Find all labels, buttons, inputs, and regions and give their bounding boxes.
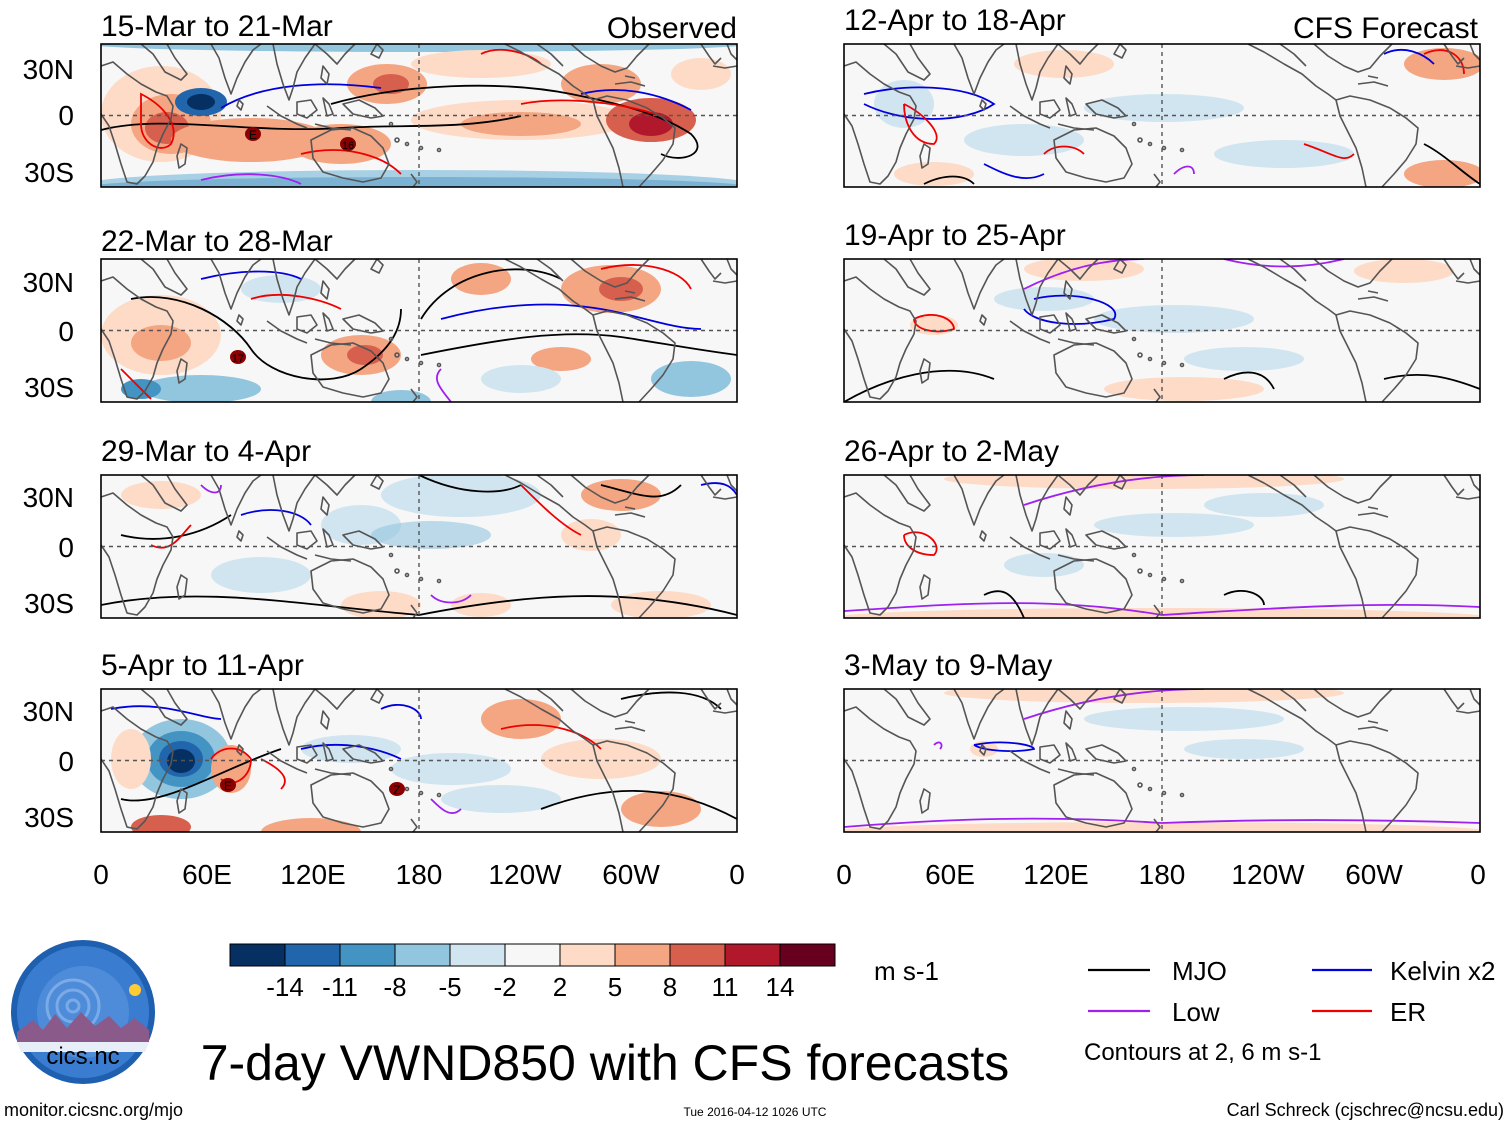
panel-title-observed-1: 15-Mar to 21-Mar [101,10,333,43]
panel-title-forecast-4: 3-May to 9-May [844,649,1052,682]
column-label-observed: Observed [607,12,737,45]
x-tick: 60W [602,859,660,890]
legend: MJO Kelvin x2 Low ER Contours at 2, 6 m … [1084,956,1496,1066]
y-tick: 0 [58,316,74,347]
y-tick: 30N [23,267,74,298]
panel-title-forecast-2: 19-Apr to 25-Apr [844,219,1066,252]
legend-label-low: Low [1172,997,1220,1027]
colorbar-swatch [394,943,451,967]
x-tick: 120W [1231,859,1305,890]
colorbar-tick-label: -14 [266,972,304,1002]
y-tick: 30N [23,696,74,727]
y-tick: 30S [24,802,74,833]
y-tick: 30S [24,157,74,188]
y-tick: 30N [23,54,74,85]
panel-title-forecast-3: 26-Apr to 2-May [844,435,1059,468]
x-tick: 120W [488,859,562,890]
panel-observed-1: E 16 [100,43,738,188]
legend-label-er: ER [1390,997,1426,1027]
colorbar-swatch [724,943,781,967]
y-tick: 30S [24,588,74,619]
storm-label: E [245,127,261,142]
main-title: 7-day VWND850 with CFS forecasts [201,1035,1010,1091]
colorbar-tick-label: -11 [322,972,358,1002]
svg-text:17: 17 [232,353,244,365]
svg-text:E: E [249,128,257,142]
storm-label: Z [389,782,405,797]
contour-note: Contours at 2, 6 m s-1 [1084,1039,1321,1066]
colorbar-swatch [339,943,396,967]
x-tick: 120E [1023,859,1088,890]
panel-forecast-3 [843,474,1481,619]
colorbar-tick-label: 5 [608,972,622,1002]
colorbar-swatch [449,943,506,967]
x-tick: 0 [836,859,852,890]
panel-forecast-1 [843,43,1481,188]
colorbar [229,943,836,967]
storm-label: 17 [230,350,246,365]
svg-text:E: E [224,779,232,793]
storm-label: 16 [340,137,356,152]
x-tick: 60E [925,859,975,890]
colorbar-swatch [669,943,726,967]
x-axis-labels-forecast: 0 60E 120E 180 120W 60W 0 [836,859,1486,890]
panel-title-forecast-1: 12-Apr to 18-Apr [844,4,1066,37]
x-tick: 180 [396,859,443,890]
colorbar-swatch [284,943,341,967]
colorbar-tick-label: 2 [553,972,567,1002]
storm-label: E [220,778,236,793]
logo-name: cics.nc [46,1043,119,1070]
y-tick: 30N [23,482,74,513]
legend-label-mjo: MJO [1172,956,1227,986]
credit: Carl Schreck (cjschrec@ncsu.edu) [1227,1100,1504,1120]
x-tick: 0 [93,859,109,890]
colorbar-swatch [229,943,286,967]
y-axis-labels: 30N 0 30S 30N 0 30S 30N 0 30S 30N 0 30S [23,54,74,833]
colorbar-ticks: -14 -11 -8 -5 -2 2 5 8 11 14 [266,972,794,1002]
panel-title-observed-3: 29-Mar to 4-Apr [101,435,311,468]
colorbar-tick-label: 11 [712,972,739,1002]
colorbar-swatch [779,943,836,967]
x-tick: 0 [729,859,745,890]
svg-text:Z: Z [393,783,400,797]
x-axis-labels-observed: 0 60E 120E 180 120W 60W 0 [93,859,745,890]
panel-title-observed-2: 22-Mar to 28-Mar [101,225,333,258]
x-tick: 0 [1470,859,1486,890]
panel-forecast-2 [843,258,1481,403]
x-tick: 120E [280,859,345,890]
x-tick: 60E [182,859,232,890]
y-tick: 0 [58,532,74,563]
panel-observed-2: 17 [100,258,738,403]
colorbar-units: m s-1 [874,956,939,986]
colorbar-tick-label: 14 [766,972,795,1002]
y-tick: 0 [58,100,74,131]
colorbar-swatch [614,943,671,967]
panel-observed-3 [100,474,738,619]
column-label-forecast: CFS Forecast [1293,12,1479,45]
colorbar-tick-label: -2 [493,972,516,1002]
cicsnc-logo: cics.nc [11,940,155,1084]
x-tick: 60W [1345,859,1403,890]
y-tick: 0 [58,746,74,777]
source-url: monitor.cicsnc.org/mjo [4,1100,183,1120]
y-tick: 30S [24,372,74,403]
legend-label-kelvin: Kelvin x2 [1390,956,1496,986]
colorbar-tick-label: -8 [383,972,406,1002]
panel-observed-4: E Z [100,688,738,833]
x-tick: 180 [1139,859,1186,890]
panel-forecast-4 [843,688,1481,833]
timestamp: Tue 2016-04-12 1026 UTC [684,1105,827,1119]
colorbar-swatch [504,943,561,967]
colorbar-tick-label: 8 [663,972,677,1002]
colorbar-tick-label: -5 [438,972,461,1002]
colorbar-swatch [559,943,616,967]
panel-title-observed-4: 5-Apr to 11-Apr [101,649,304,682]
svg-text:16: 16 [342,140,354,152]
